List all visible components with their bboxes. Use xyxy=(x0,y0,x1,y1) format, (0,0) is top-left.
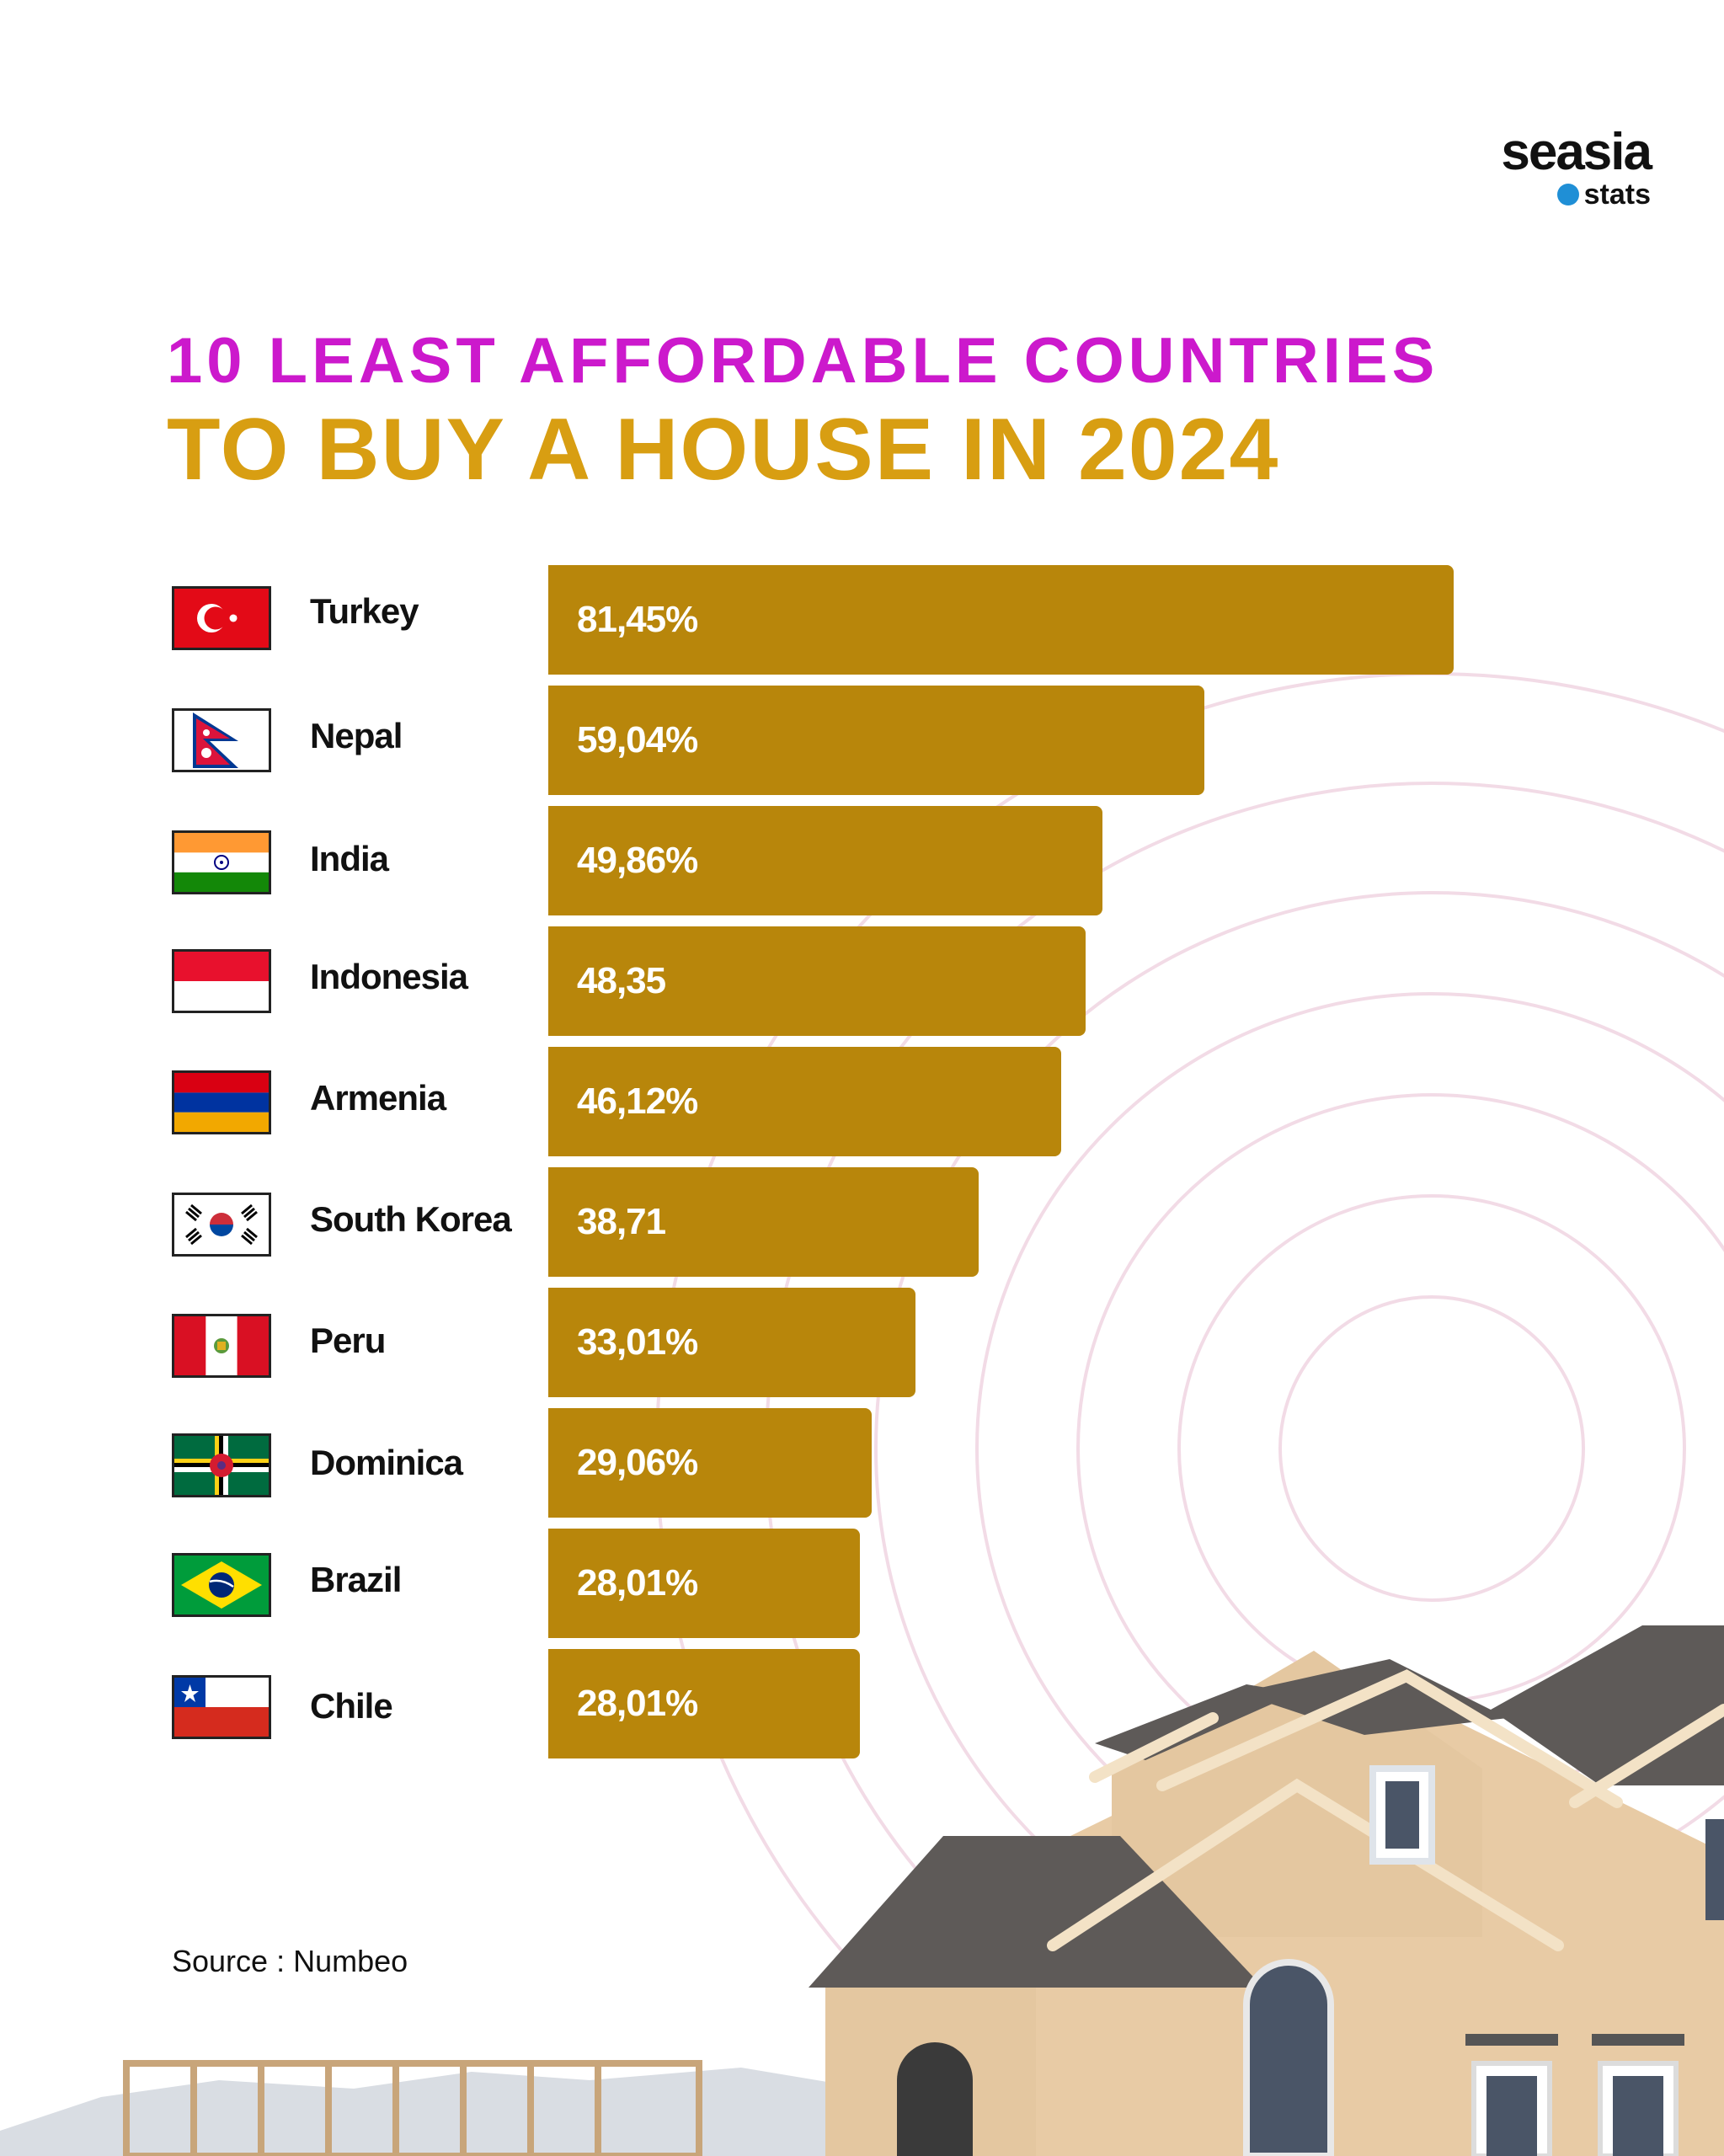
brand-name: seasia xyxy=(1501,123,1652,181)
bar-nepal: 59,04% xyxy=(548,686,1204,795)
country-label-armenia: Armenia xyxy=(310,1078,446,1118)
country-label-chile: Chile xyxy=(310,1686,393,1726)
bar-indonesia: 48,35 xyxy=(548,926,1086,1036)
country-label-turkey: Turkey xyxy=(310,591,419,631)
bar-value-label: 28,01% xyxy=(577,1683,698,1724)
country-label-dominica: Dominica xyxy=(310,1443,463,1482)
title-line-2: TO BUY A HOUSE IN 2024 xyxy=(167,401,1280,499)
chile-flag xyxy=(172,1675,271,1739)
armenia-flag xyxy=(172,1070,271,1134)
south-korea-flag xyxy=(172,1193,271,1257)
bar-peru: 33,01% xyxy=(548,1288,915,1397)
source-note: Source : Numbeo xyxy=(172,1944,408,1978)
bar-turkey: 81,45% xyxy=(548,565,1454,675)
country-label-south-korea: South Korea xyxy=(310,1199,512,1239)
title-line-1: 10 LEAST AFFORDABLE COUNTRIES xyxy=(167,325,1439,397)
country-label-brazil: Brazil xyxy=(310,1560,402,1599)
bar-value-label: 33,01% xyxy=(577,1321,698,1363)
turkey-flag xyxy=(172,586,271,650)
bar-value-label: 81,45% xyxy=(577,599,698,640)
country-label-nepal: Nepal xyxy=(310,716,403,755)
bar-chile: 28,01% xyxy=(548,1649,860,1758)
brazil-flag xyxy=(172,1553,271,1617)
indonesia-flag xyxy=(172,949,271,1013)
bar-value-label: 38,71 xyxy=(577,1201,666,1242)
bar-value-label: 59,04% xyxy=(577,719,698,760)
nepal-flag xyxy=(172,708,271,772)
globe-icon xyxy=(1556,184,1579,205)
india-flag xyxy=(172,830,271,894)
country-label-india: India xyxy=(310,839,389,878)
bar-india: 49,86% xyxy=(548,806,1102,915)
brand-logo: seasia stats xyxy=(1465,123,1652,211)
bar-value-label: 29,06% xyxy=(577,1442,698,1483)
bar-value-label: 28,01% xyxy=(577,1562,698,1604)
bar-south-korea: 38,71 xyxy=(548,1167,979,1277)
country-label-indonesia: Indonesia xyxy=(310,957,468,996)
country-label-peru: Peru xyxy=(310,1321,386,1360)
dominica-flag xyxy=(172,1433,271,1497)
bar-value-label: 49,86% xyxy=(577,840,698,881)
peru-flag xyxy=(172,1314,271,1378)
bar-armenia: 46,12% xyxy=(548,1047,1061,1156)
bar-value-label: 48,35 xyxy=(577,960,666,1001)
bar-dominica: 29,06% xyxy=(548,1408,872,1518)
bar-brazil: 28,01% xyxy=(548,1529,860,1638)
bar-value-label: 46,12% xyxy=(577,1081,698,1122)
brand-sub: stats xyxy=(1583,179,1651,211)
